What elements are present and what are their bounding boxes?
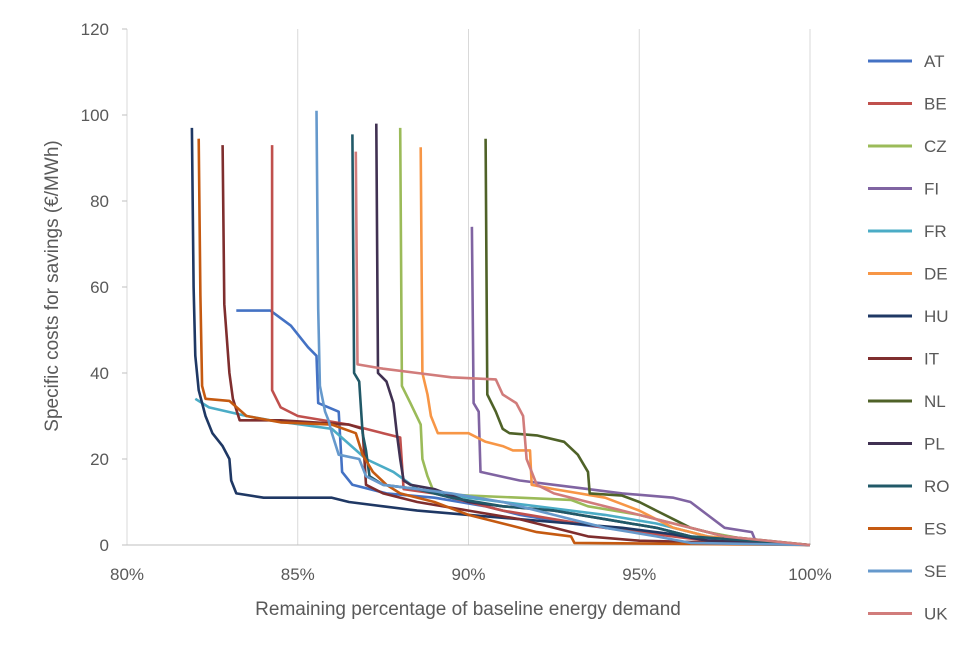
x-tick-label: 80% <box>110 565 144 584</box>
series-line-nl <box>484 138 811 547</box>
x-tick-label: 100% <box>788 565 831 584</box>
y-axis-label: Specific costs for savings (€/MWh) <box>42 140 63 431</box>
legend-label-pl: PL <box>924 435 945 454</box>
y-tick-label: 0 <box>100 536 109 555</box>
legend-label-es: ES <box>924 520 947 539</box>
legend-label-hu: HU <box>924 307 949 326</box>
series-lines <box>190 110 811 547</box>
y-tick-label: 120 <box>81 20 109 39</box>
y-tick-labels: 0 20 40 60 80 100 120 <box>81 20 109 555</box>
legend-label-be: BE <box>924 95 947 114</box>
legend-label-at: AT <box>924 52 944 71</box>
x-tick-label: 85% <box>281 565 315 584</box>
series-line-it <box>221 145 811 547</box>
legend-label-it: IT <box>924 350 939 369</box>
series-line-se <box>315 110 811 547</box>
series-line-uk <box>354 151 811 547</box>
legend: AT BE CZ FI FR DE HU IT NL PL RO ES SE UK <box>868 52 950 624</box>
legend-label-se: SE <box>924 562 947 581</box>
series-line-fi <box>470 226 811 547</box>
legend-label-uk: UK <box>924 605 948 624</box>
y-tick-label: 100 <box>81 106 109 125</box>
legend-label-cz: CZ <box>924 137 947 156</box>
series-line-es <box>197 138 811 547</box>
legend-label-de: DE <box>924 265 948 284</box>
x-tick-labels: 80% 85% 90% 95% 100% <box>110 565 832 584</box>
y-tick-label: 20 <box>90 450 109 469</box>
x-tick-label: 90% <box>451 565 485 584</box>
legend-label-ro: RO <box>924 477 950 496</box>
x-tick-label: 95% <box>622 565 656 584</box>
series-line-de <box>419 147 811 547</box>
legend-label-fi: FI <box>924 180 939 199</box>
x-axis-label: Remaining percentage of baseline energy … <box>255 599 681 620</box>
legend-label-fr: FR <box>924 222 947 241</box>
legend-label-nl: NL <box>924 392 946 411</box>
y-tick-label: 60 <box>90 278 109 297</box>
y-tick-label: 80 <box>90 192 109 211</box>
y-tick-label: 40 <box>90 364 109 383</box>
